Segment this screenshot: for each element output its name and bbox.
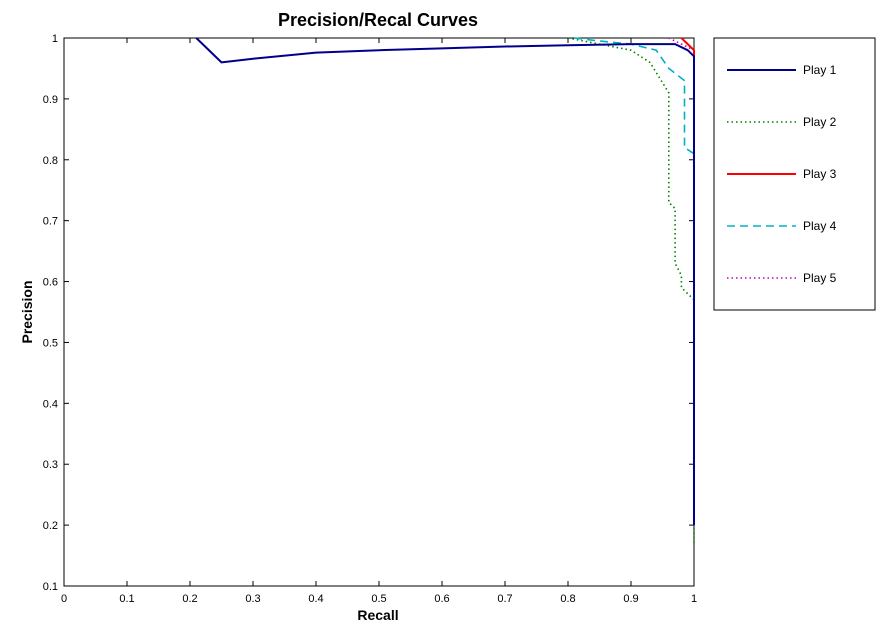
x-tick-label: 0.7: [497, 593, 512, 605]
x-tick-label: 0.8: [560, 593, 575, 605]
x-tick-label: 0: [61, 593, 67, 605]
x-axis-ticks: 0 0.1 0.2 0.3 0.4 0.5 0.6 0.7 0.8 0.9 1: [61, 38, 697, 605]
x-tick-label: 0.4: [308, 593, 323, 605]
legend-label: Play 4: [803, 219, 837, 233]
y-tick-label: 1: [52, 33, 58, 45]
series-line-play-2: [567, 37, 695, 544]
legend-label: Play 5: [803, 271, 837, 285]
x-tick-label: 0.9: [623, 593, 638, 605]
y-tick-label: 0.4: [43, 398, 58, 410]
y-tick-label: 0.6: [43, 277, 58, 289]
plot-area: [63, 37, 695, 587]
y-tick-label: 0.8: [43, 155, 58, 167]
x-tick-label: 0.3: [245, 593, 260, 605]
y-tick-label: 0.5: [43, 337, 58, 349]
x-tick-label: 0.1: [119, 593, 134, 605]
y-tick-label: 0.1: [43, 581, 58, 593]
series-lines: [195, 37, 695, 544]
legend-label: Play 1: [803, 63, 837, 77]
chart-title: Precision/Recal Curves: [278, 10, 478, 30]
x-tick-label: 0.2: [182, 593, 197, 605]
series-line-play-4: [574, 37, 695, 483]
x-tick-label: 1: [691, 593, 697, 605]
x-tick-label: 0.6: [434, 593, 449, 605]
legend: Play 1 Play 2 Play 3 Play 4 Play 5: [713, 37, 876, 311]
series-line-play-1: [195, 37, 695, 526]
legend-label: Play 2: [803, 115, 837, 129]
y-axis-ticks: 0.1 0.2 0.3 0.4 0.5 0.6 0.7 0.8 0.9 1: [43, 33, 694, 593]
y-tick-label: 0.3: [43, 459, 58, 471]
y-tick-label: 0.2: [43, 520, 58, 532]
legend-label: Play 3: [803, 167, 837, 181]
y-tick-label: 0.7: [43, 216, 58, 228]
y-tick-label: 0.9: [43, 94, 58, 106]
x-axis-label: Recall: [357, 607, 398, 623]
y-axis-label: Precision: [19, 280, 35, 343]
x-tick-label: 0.5: [371, 593, 386, 605]
